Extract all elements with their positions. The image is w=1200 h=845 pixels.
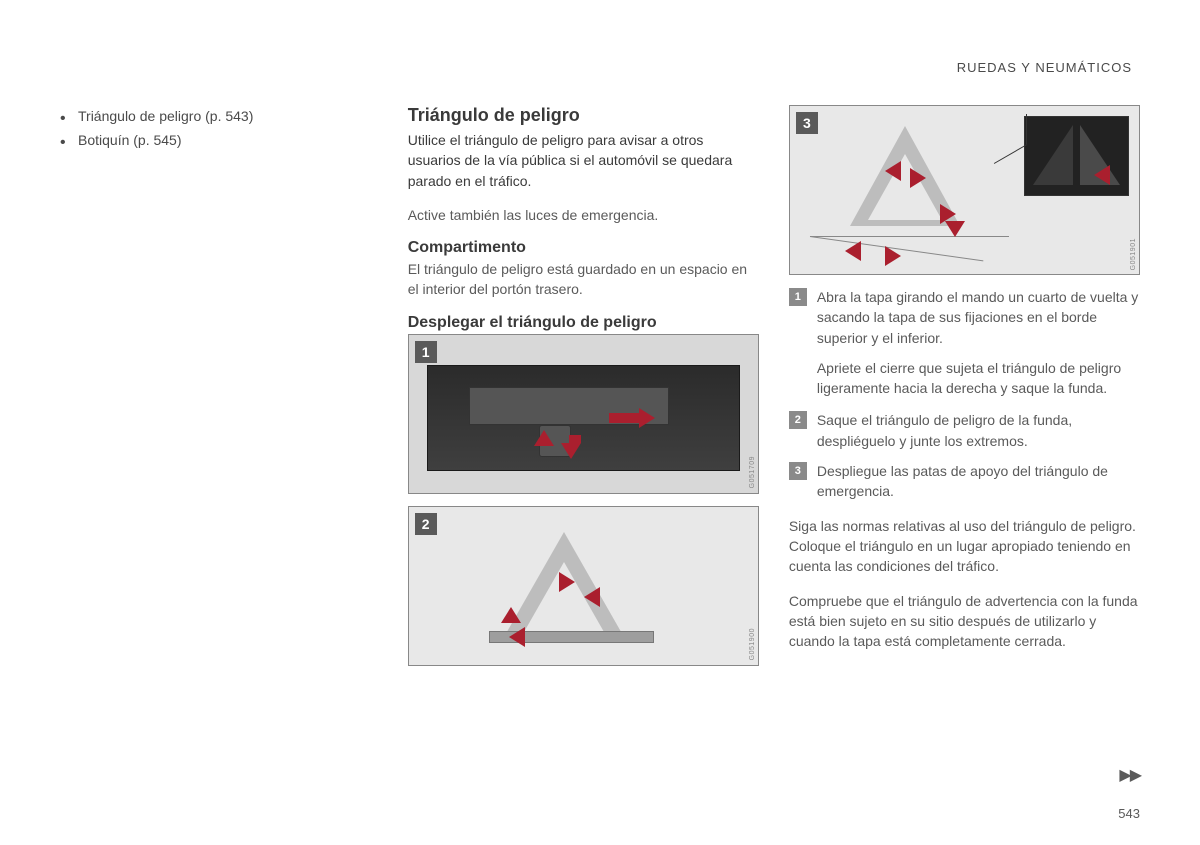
step-item: 3 Despliegue las patas de apoyo del triá… — [789, 461, 1140, 502]
column-middle: Triángulo de peligro Utilice el triángul… — [408, 105, 759, 678]
figure-step-1: 1 G051709 — [408, 334, 759, 494]
step-badge: 3 — [796, 112, 818, 134]
deploy-arrow-icon — [945, 221, 965, 237]
unfold-arrow-icon — [584, 587, 600, 607]
rotate-arrow-icon — [561, 443, 581, 459]
arrow-tail — [609, 413, 639, 423]
step-badge: 2 — [415, 513, 437, 535]
step-item: 1 Abra la tapa girando el mando un cuart… — [789, 287, 1140, 348]
deploy-arrow-icon — [910, 168, 926, 188]
step-number-badge: 2 — [789, 411, 807, 429]
step-number-badge: 1 — [789, 288, 807, 306]
triangle-inner — [868, 154, 942, 220]
unfold-arrow-icon — [559, 572, 575, 592]
slide-arrow-icon — [639, 408, 655, 428]
unfold-arrow-icon — [509, 627, 525, 647]
step-number-badge: 3 — [789, 462, 807, 480]
body-paragraph: Active también las luces de emergencia. — [408, 205, 759, 225]
page-number: 543 — [1118, 806, 1140, 821]
article-intro: Utilice el triángulo de peligro para avi… — [408, 130, 759, 191]
body-paragraph: Siga las normas relativas al uso del tri… — [789, 516, 1140, 577]
ground-line — [810, 236, 1009, 237]
column-right: 3 G051901 — [789, 105, 1140, 678]
subheading-compartment: Compartimento — [408, 239, 759, 257]
body-paragraph: El triángulo de peligro está guardado en… — [408, 259, 759, 300]
numbered-steps: 1 Abra la tapa girando el mando un cuart… — [789, 287, 1140, 502]
deploy-arrow-icon — [885, 246, 901, 266]
inset-arrow-icon — [1094, 165, 1110, 185]
callout-line — [994, 144, 1027, 164]
manual-page: RUEDAS Y NEUMÁTICOS Triángulo de peligro… — [0, 0, 1200, 845]
continued-indicator-icon: ▶▶ — [1119, 765, 1140, 785]
section-header: RUEDAS Y NEUMÁTICOS — [60, 60, 1140, 75]
image-code: G051709 — [749, 456, 756, 488]
step-badge: 1 — [415, 341, 437, 363]
column-left: Triángulo de peligro (p. 543) Botiquín (… — [60, 105, 378, 678]
deploy-arrow-icon — [885, 161, 901, 181]
step-text: Abra la tapa girando el mando un cuarto … — [817, 287, 1140, 348]
image-code: G051900 — [749, 628, 756, 660]
image-code: G051901 — [1130, 238, 1137, 270]
article-title: Triángulo de peligro — [408, 105, 759, 126]
list-item: Triángulo de peligro (p. 543) — [60, 105, 378, 129]
deploy-arrow-icon — [845, 241, 861, 261]
content-columns: Triángulo de peligro (p. 543) Botiquín (… — [60, 105, 1140, 678]
unfold-arrow-icon — [501, 607, 521, 623]
figure-step-3: 3 G051901 — [789, 105, 1140, 275]
subheading-deploy: Desplegar el triángulo de peligro — [408, 314, 759, 332]
body-paragraph: Compruebe que el triángulo de advertenci… — [789, 591, 1140, 652]
figure-inset — [1024, 116, 1129, 196]
figure-step-2: 2 G051900 — [408, 506, 759, 666]
list-item: Botiquín (p. 545) — [60, 129, 378, 153]
step-subtext: Apriete el cierre que sujeta el triángul… — [817, 358, 1140, 399]
step-item: 2 Saque el triángulo de peligro de la fu… — [789, 410, 1140, 451]
related-links-list: Triángulo de peligro (p. 543) Botiquín (… — [60, 105, 378, 153]
inset-triangle — [1033, 125, 1073, 185]
arrow-tail — [569, 435, 581, 443]
step-text: Saque el triángulo de peligro de la fund… — [817, 410, 1140, 451]
callout-line — [1026, 114, 1027, 144]
rotate-arrow-icon — [534, 430, 554, 446]
step-text: Despliegue las patas de apoyo del triáng… — [817, 461, 1140, 502]
